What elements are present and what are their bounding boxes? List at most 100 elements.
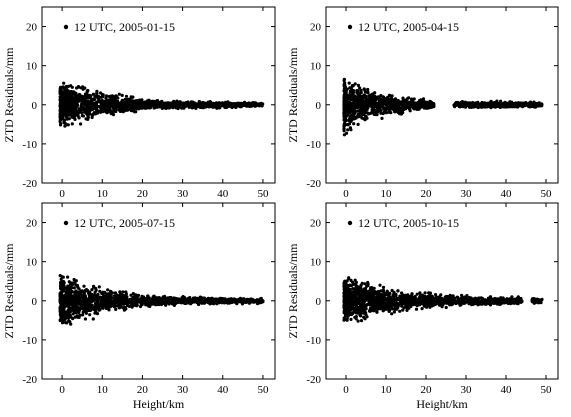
data-point bbox=[104, 100, 108, 104]
data-point bbox=[81, 313, 85, 317]
data-point bbox=[112, 303, 116, 308]
data-point bbox=[85, 107, 90, 111]
data-point bbox=[70, 122, 74, 126]
data-point bbox=[94, 301, 98, 305]
y-tick-label: -10 bbox=[22, 139, 37, 151]
x-tick-label: 30 bbox=[461, 384, 473, 396]
data-point bbox=[70, 115, 74, 119]
data-point bbox=[125, 295, 129, 299]
data-point bbox=[78, 107, 82, 111]
data-point bbox=[135, 103, 139, 107]
data-point bbox=[358, 86, 362, 90]
data-point bbox=[212, 301, 216, 305]
data-point bbox=[180, 101, 184, 106]
data-point bbox=[381, 101, 385, 105]
data-point bbox=[456, 295, 460, 299]
data-point bbox=[532, 103, 536, 107]
y-tick-label: 20 bbox=[310, 218, 322, 230]
data-point bbox=[241, 298, 245, 302]
data-point bbox=[65, 108, 69, 112]
data-point bbox=[84, 295, 88, 299]
data-point bbox=[524, 102, 529, 106]
data-point bbox=[418, 106, 422, 110]
x-tick-label: 20 bbox=[137, 384, 149, 396]
data-point bbox=[359, 319, 364, 323]
data-point bbox=[99, 91, 103, 95]
data-point bbox=[215, 102, 219, 106]
data-point bbox=[124, 298, 129, 302]
data-point bbox=[159, 302, 164, 307]
data-point bbox=[75, 299, 79, 303]
data-point bbox=[227, 104, 231, 108]
data-point bbox=[64, 115, 68, 119]
data-point bbox=[168, 101, 173, 106]
data-point bbox=[60, 275, 64, 279]
data-point bbox=[362, 108, 366, 112]
data-point bbox=[395, 102, 399, 106]
data-point bbox=[103, 297, 107, 301]
data-point bbox=[355, 96, 359, 100]
data-point bbox=[97, 305, 101, 309]
data-point bbox=[419, 101, 423, 105]
data-point bbox=[414, 307, 419, 311]
data-point bbox=[194, 103, 199, 107]
x-tick-label: 10 bbox=[381, 384, 393, 396]
data-point bbox=[239, 102, 243, 106]
data-point bbox=[346, 123, 350, 127]
data-point bbox=[115, 96, 119, 100]
legend-label: 12 UTC, 2005-10-15 bbox=[358, 216, 459, 230]
data-point bbox=[195, 299, 199, 303]
data-point bbox=[495, 101, 499, 105]
x-tick-label: 50 bbox=[541, 384, 553, 396]
scatter-points bbox=[342, 276, 544, 323]
data-point bbox=[467, 104, 471, 108]
data-point bbox=[75, 102, 79, 106]
data-point bbox=[246, 102, 250, 106]
data-point bbox=[78, 306, 82, 310]
data-point bbox=[210, 103, 214, 108]
data-point bbox=[217, 104, 221, 108]
data-point bbox=[114, 307, 118, 311]
data-point bbox=[407, 105, 411, 109]
data-point bbox=[345, 131, 349, 135]
data-point bbox=[103, 290, 107, 294]
data-point bbox=[82, 284, 86, 288]
data-point bbox=[497, 104, 501, 108]
data-point bbox=[129, 109, 133, 113]
data-point bbox=[144, 303, 148, 307]
data-point bbox=[352, 122, 356, 126]
data-point bbox=[118, 102, 122, 107]
y-axis-label: ZTD Residuals/mm bbox=[2, 47, 16, 143]
data-point bbox=[343, 93, 347, 97]
data-point bbox=[108, 107, 112, 111]
data-point bbox=[77, 311, 81, 315]
data-point bbox=[71, 104, 75, 108]
data-point bbox=[342, 99, 346, 103]
x-axis-label: Height/km bbox=[133, 397, 185, 411]
data-point bbox=[75, 314, 79, 318]
data-point bbox=[199, 105, 203, 109]
data-point bbox=[74, 95, 78, 99]
data-point bbox=[72, 277, 76, 282]
y-tick-label: 20 bbox=[26, 218, 38, 230]
data-point bbox=[255, 102, 260, 106]
y-axis-label: ZTD Residuals/mm bbox=[2, 243, 16, 339]
data-point bbox=[129, 96, 133, 100]
data-point bbox=[457, 102, 461, 106]
data-point bbox=[101, 110, 105, 114]
data-point bbox=[97, 285, 101, 289]
data-point bbox=[359, 88, 363, 92]
data-point bbox=[131, 101, 136, 105]
data-point bbox=[402, 105, 406, 109]
data-point bbox=[136, 105, 140, 109]
data-point bbox=[420, 307, 424, 311]
data-point bbox=[148, 300, 153, 304]
data-point bbox=[342, 118, 346, 122]
data-point bbox=[66, 312, 70, 316]
data-point bbox=[173, 299, 177, 303]
data-point bbox=[347, 81, 351, 85]
x-tick-label: 0 bbox=[59, 188, 65, 200]
data-point bbox=[106, 288, 110, 292]
data-point bbox=[366, 87, 370, 92]
